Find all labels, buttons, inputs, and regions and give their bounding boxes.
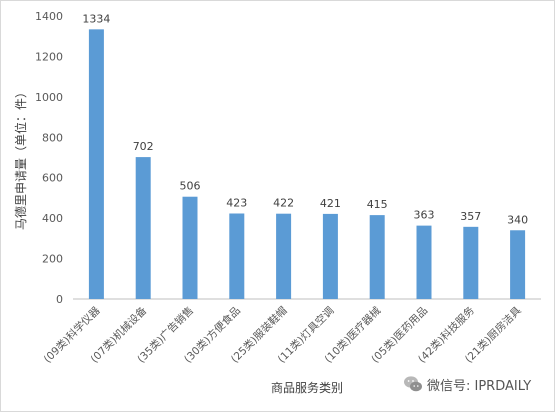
y-tick-label-3: 600 (42, 172, 63, 185)
bar-4 (276, 213, 292, 299)
watermark: 微信号: IPRDAILY (403, 374, 531, 394)
bar-0 (88, 29, 104, 299)
category-labels: (09类)科学仪器(07类)机械设备(35类)广告销售(30类)方便食品(25类… (41, 304, 524, 366)
y-tick-label-2: 400 (42, 212, 63, 225)
bar-9 (510, 230, 526, 299)
wechat-icon (404, 376, 422, 392)
bar-7 (416, 225, 432, 299)
data-label-6: 415 (367, 198, 388, 211)
y-axis-ticks: 0 200 400 600 800 1000 1200 1400 (35, 10, 63, 306)
data-label-2: 506 (180, 180, 201, 193)
x-axis-title: 商品服务类别 (271, 380, 343, 395)
data-label-7: 363 (414, 209, 435, 222)
bar-6 (369, 215, 385, 299)
data-labels: 1334 702 506 423 422 421 415 363 357 340 (82, 12, 528, 226)
y-tick-label-1: 200 (42, 253, 63, 266)
data-label-4: 422 (273, 197, 294, 210)
bar-5 (322, 213, 338, 299)
data-label-9: 340 (507, 213, 528, 226)
bar-8 (463, 226, 479, 299)
data-label-8: 357 (460, 210, 481, 223)
y-axis-title: 马德里申请量（单位：件） (13, 86, 28, 230)
y-tick-label-7: 1400 (35, 10, 63, 23)
data-label-1: 702 (133, 140, 154, 153)
y-tick-label-5: 1000 (35, 91, 63, 104)
y-tick-label-4: 800 (42, 131, 63, 144)
data-label-5: 421 (320, 197, 341, 210)
bar-2 (182, 196, 198, 299)
bar-3 (229, 213, 245, 299)
bar-1 (135, 157, 151, 299)
data-label-0: 1334 (82, 12, 110, 25)
bars (88, 29, 526, 299)
y-tick-label-6: 1200 (35, 50, 63, 63)
y-tick-label-0: 0 (56, 293, 63, 306)
watermark-text: 微信号: IPRDAILY (427, 378, 532, 394)
data-label-3: 423 (226, 196, 247, 209)
